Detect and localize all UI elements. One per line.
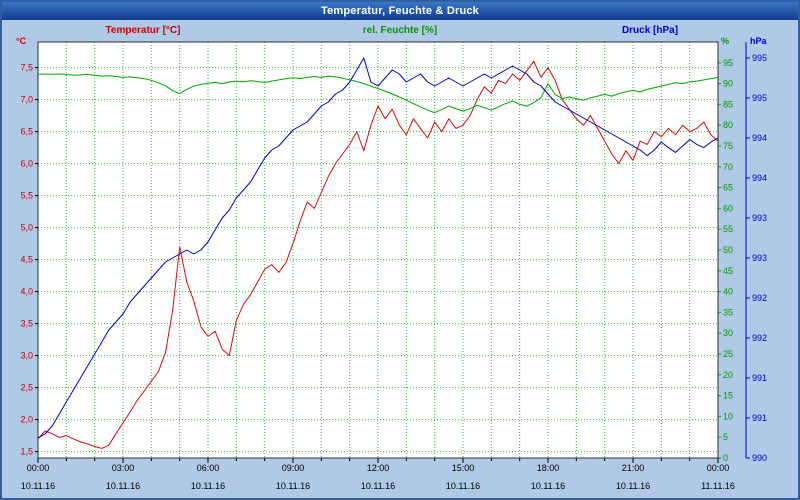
date-label: 10.11.16 — [361, 481, 395, 491]
temperature-tick-label: 6,0 — [20, 159, 33, 169]
temperature-tick-label: 5,0 — [20, 223, 33, 233]
pressure-tick-label: 992 — [752, 293, 767, 303]
date-label: 10.11.16 — [106, 481, 140, 491]
pressure-series-line — [38, 57, 718, 439]
humidity-tick-label: 30 — [723, 328, 733, 338]
humidity-tick-label: 10 — [723, 411, 733, 421]
date-label: 10.11.16 — [21, 481, 55, 491]
time-tick-label: 12:00 — [367, 463, 390, 473]
time-tick-label: 15:00 — [452, 463, 475, 473]
pressure-tick-label: 992 — [752, 333, 767, 343]
pressure-tick-label: 991 — [752, 413, 767, 423]
humidity-tick-label: 70 — [723, 162, 733, 172]
humidity-tick-label: 80 — [723, 120, 733, 130]
temperature-tick-label: 7,0 — [20, 95, 33, 105]
humidity-series-line — [38, 73, 718, 114]
temperature-tick-label: 5,5 — [20, 191, 33, 201]
humidity-tick-label: 75 — [723, 141, 733, 151]
humidity-tick-label: 60 — [723, 203, 733, 213]
pressure-tick-label: 995 — [752, 93, 767, 103]
pressure-tick-label: 994 — [752, 173, 767, 183]
pressure-tick-label: 991 — [752, 373, 767, 383]
humidity-axis-unit: % — [721, 36, 730, 46]
temperature-tick-label: 3,5 — [20, 319, 33, 329]
date-label: 10.11.16 — [616, 481, 650, 491]
humidity-tick-label: 65 — [723, 183, 733, 193]
humidity-series-header: rel. Feuchte [%] — [362, 25, 438, 36]
humidity-tick-label: 20 — [723, 370, 733, 380]
humidity-tick-label: 40 — [723, 287, 733, 297]
humidity-tick-label: 95 — [723, 58, 733, 68]
temperature-tick-label: 1,5 — [20, 447, 33, 457]
temperature-tick-label: 7,5 — [20, 63, 33, 73]
time-tick-label: 09:00 — [282, 463, 305, 473]
humidity-tick-label: 45 — [723, 266, 733, 276]
date-label: 10.11.16 — [276, 481, 310, 491]
pressure-axis-unit: hPa — [750, 36, 767, 46]
pressure-tick-label: 994 — [752, 133, 767, 143]
date-label: 10.11.16 — [531, 481, 565, 491]
time-tick-label: 00:00 — [707, 463, 730, 473]
date-label: 10.11.16 — [446, 481, 480, 491]
humidity-tick-label: 55 — [723, 224, 733, 234]
temperature-series-header: Temperatur [°C] — [105, 25, 181, 36]
temperature-tick-label: 3,0 — [20, 351, 33, 361]
humidity-tick-label: 25 — [723, 349, 733, 359]
humidity-tick-label: 50 — [723, 245, 733, 255]
pressure-tick-label: 993 — [752, 213, 767, 223]
humidity-tick-label: 15 — [723, 391, 733, 401]
window-title: Temperatur, Feuchte & Druck — [320, 5, 479, 17]
time-tick-label: 18:00 — [537, 463, 560, 473]
temperature-tick-label: 6,5 — [20, 127, 33, 137]
temperature-tick-label: 2,0 — [20, 415, 33, 425]
humidity-tick-label: 85 — [723, 99, 733, 109]
temperature-tick-label: 4,0 — [20, 287, 33, 297]
humidity-tick-label: 0 — [723, 453, 728, 463]
humidity-tick-label: 35 — [723, 307, 733, 317]
humidity-tick-label: 90 — [723, 79, 733, 89]
title-bar[interactable]: Temperatur, Feuchte & Druck — [2, 2, 798, 20]
temperature-series-line — [38, 60, 718, 449]
date-label: 10.11.16 — [191, 481, 225, 491]
chart-canvas: 1,5 2,0 2,5 3,0 3,5 4,0 4,5 5,0 5,5 6,0 6,5 7,0 7,5 0… — [20, 41, 767, 491]
temperature-axis-unit: °C — [16, 36, 27, 46]
pressure-tick-label: 993 — [752, 253, 767, 263]
temperature-tick-label: 4,5 — [20, 255, 33, 265]
humidity-tick-label: 5 — [723, 432, 728, 442]
temperature-tick-label: 2,5 — [20, 383, 33, 393]
time-tick-label: 06:00 — [197, 463, 220, 473]
date-label: 11.11.16 — [701, 481, 735, 491]
time-tick-label: 00:00 — [27, 463, 50, 473]
pressure-tick-label: 995 — [752, 53, 767, 63]
pressure-tick-label: 990 — [752, 453, 767, 463]
time-tick-label: 03:00 — [112, 463, 135, 473]
time-tick-label: 21:00 — [622, 463, 645, 473]
pressure-series-header: Druck [hPa] — [621, 25, 679, 36]
